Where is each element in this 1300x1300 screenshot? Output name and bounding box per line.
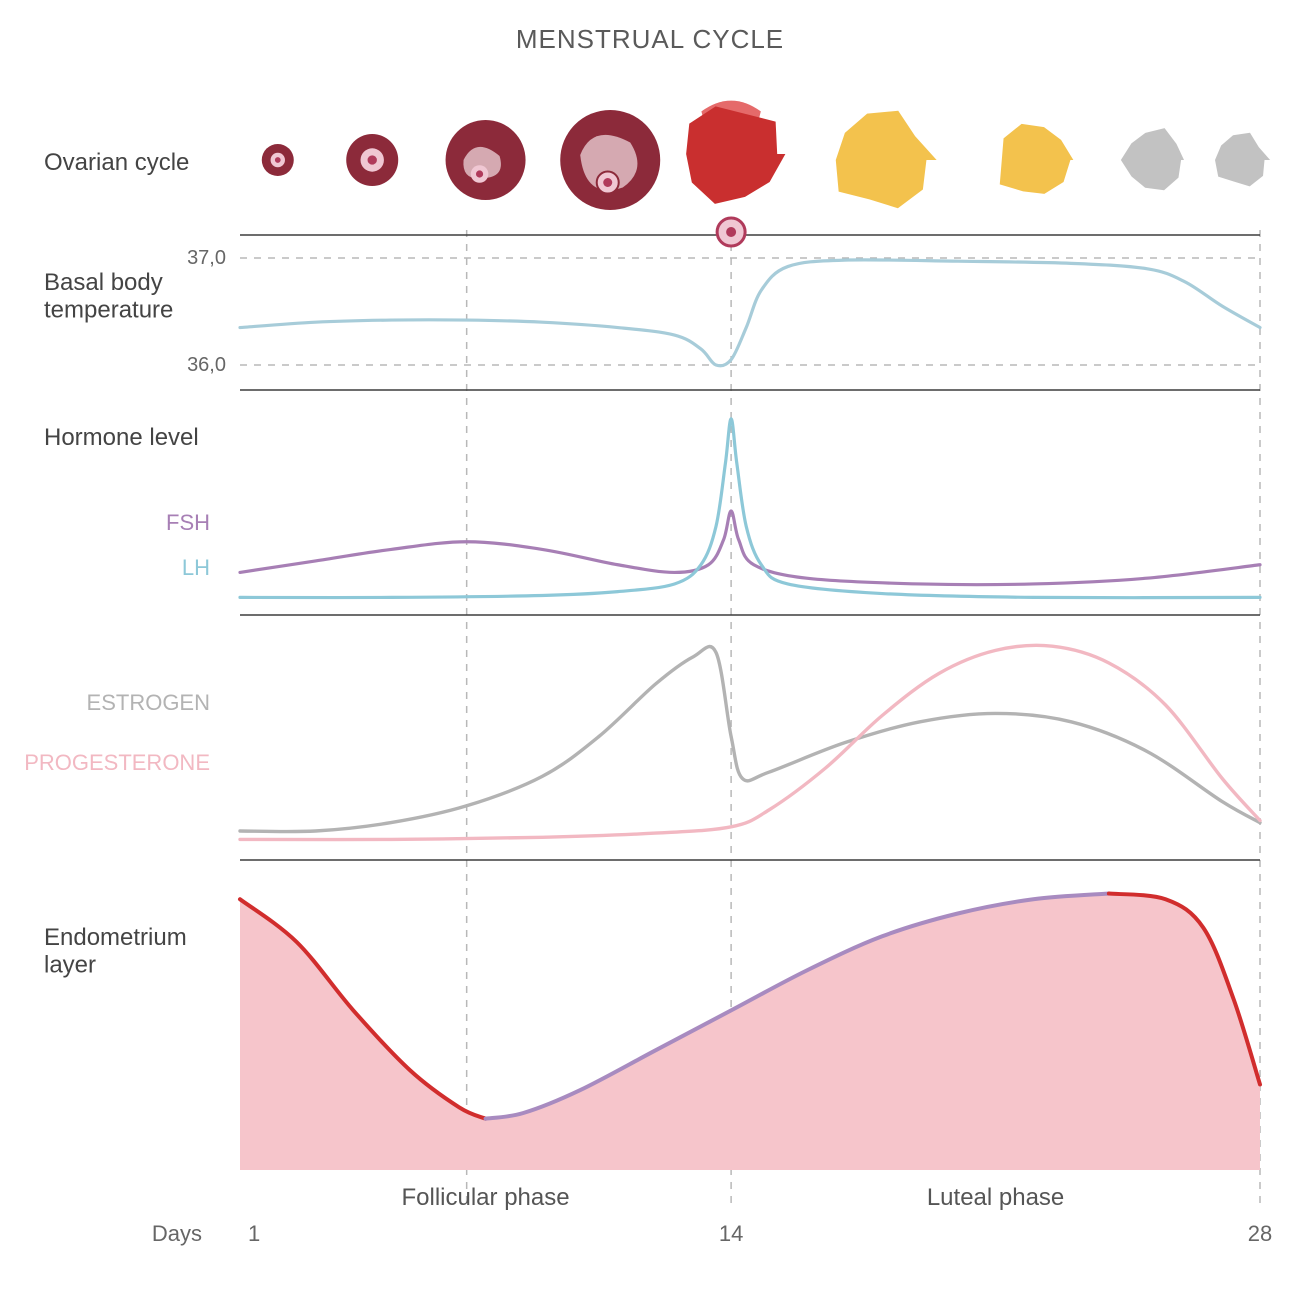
bbt-curve — [240, 260, 1260, 366]
luteal-label: Luteal phase — [927, 1184, 1064, 1211]
ovary-stage — [446, 120, 526, 200]
ovary-stage — [262, 144, 294, 176]
bbt-label: Basal bodytemperature — [44, 269, 173, 324]
ovarian-label: Ovarian cycle — [44, 149, 189, 176]
svg-text:36,0: 36,0 — [187, 354, 226, 376]
fsh-label: FSH — [166, 510, 210, 535]
estrogen-curve — [240, 647, 1260, 832]
hormone1-label: Hormone level — [44, 424, 199, 451]
chart-plot: Ovarian cycle Basal bodytemperature 37,0 36… — [20, 70, 1280, 1280]
progesterone-curve — [240, 645, 1260, 839]
lh-curve — [240, 419, 1260, 598]
chart-title: MENSTRUAL CYCLE — [0, 24, 1300, 55]
svg-text:37,0: 37,0 — [187, 247, 226, 269]
follicular-label: Follicular phase — [402, 1184, 570, 1211]
ovary-stage — [346, 134, 398, 186]
fsh-curve — [240, 511, 1260, 585]
day-tick: 28 — [1248, 1221, 1272, 1246]
endometrium-area — [240, 894, 1260, 1170]
day-tick: 14 — [719, 1221, 743, 1246]
endometrium-label: Endometriumlayer — [44, 924, 187, 979]
day-tick: 1 — [248, 1221, 260, 1246]
lh-label: LH — [182, 555, 210, 580]
progesterone-label: PROGESTERONE — [24, 750, 210, 775]
ovary-stage — [560, 110, 660, 210]
days-label: Days — [152, 1221, 202, 1246]
estrogen-label: ESTROGEN — [87, 690, 210, 715]
